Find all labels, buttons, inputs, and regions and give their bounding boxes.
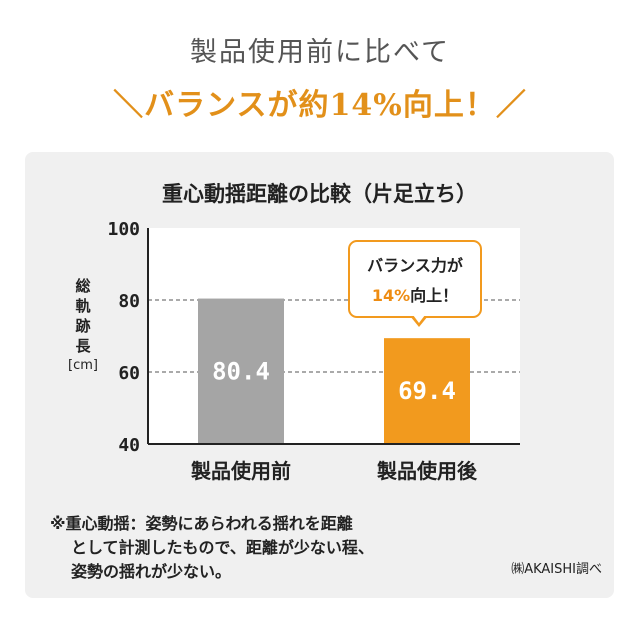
y-axis-label: 総 軌 跡 長 [cm] (66, 276, 100, 376)
bar-value-label: 80.4 (212, 357, 270, 385)
chart-title: 重心動揺距離の比較（片足立ち） (162, 182, 477, 206)
y-axis-label-char: 総 (75, 277, 91, 295)
bar (384, 338, 470, 444)
footnote-line3: 姿勢の揺れが少ない。 (71, 562, 232, 581)
footnote: ※重心動揺：姿勢にあらわれる揺れを距離 として計測したもので、距離が少ない程、 … (50, 512, 470, 584)
y-tick-label: 80 (118, 291, 140, 312)
callout-line1: バランス力が (367, 256, 463, 275)
improvement-callout: バランス力が 14%向上！ (348, 240, 482, 318)
y-tick-label: 60 (118, 363, 140, 384)
y-axis-label-char: 長 (75, 337, 91, 355)
bar (198, 298, 284, 444)
y-tick-label: 40 (118, 435, 140, 456)
source-note: ㈱AKAISHI調べ (511, 562, 602, 577)
x-tick-label: 製品使用前 (191, 459, 291, 483)
headline-result-prefix: ＼バランスが約 (113, 88, 330, 123)
y-axis-label-char: 跡 (75, 317, 91, 335)
callout-line2-rest: 向上！ (410, 286, 459, 305)
headline-result: ＼バランスが約14%向上！／ (0, 80, 640, 124)
y-axis-unit: [cm] (68, 358, 98, 373)
bar-value-label: 69.4 (398, 377, 456, 405)
headline-result-suffix: 向上！／ (402, 88, 527, 123)
headline-result-number: 14% (329, 88, 403, 123)
y-tick-label: 100 (107, 219, 140, 240)
callout-percentage: 14% (371, 286, 411, 305)
callout-line2: 14%向上！ (350, 282, 480, 306)
headline-comparison: 製品使用前に比べて (190, 37, 450, 68)
footnote-line2: として計測したもので、距離が少ない程、 (71, 538, 374, 557)
x-tick-label: 製品使用後 (377, 459, 478, 483)
callout-tail-inner (413, 315, 425, 323)
footnote-line1: ※重心動揺：姿勢にあらわれる揺れを距離 (50, 514, 353, 533)
y-axis-label-char: 軌 (75, 297, 91, 315)
